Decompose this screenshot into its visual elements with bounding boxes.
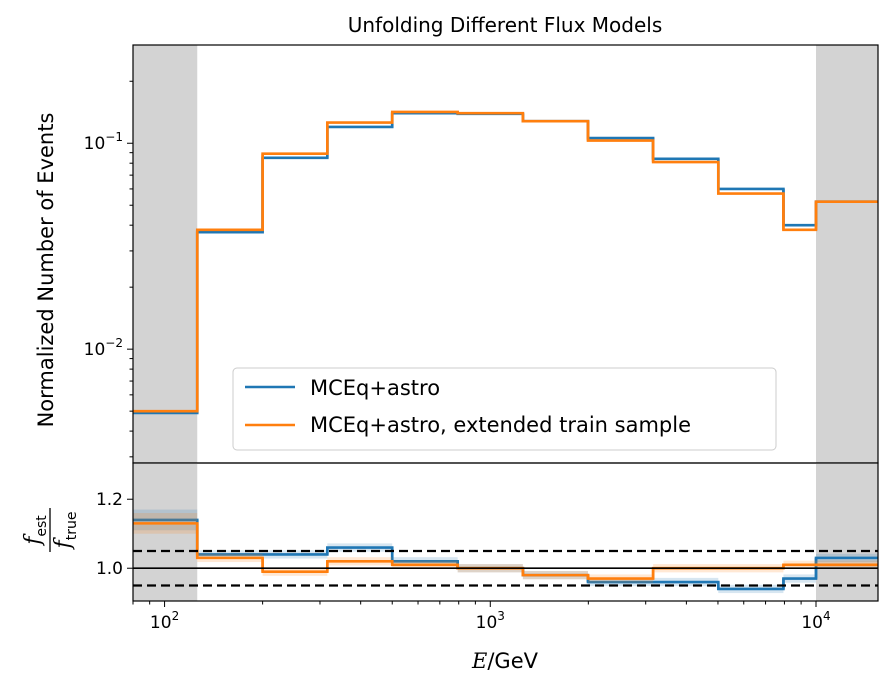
x-axis-label-rest: /GeV xyxy=(487,649,538,673)
x-tick-label-exp: 4 xyxy=(823,609,831,623)
main-panel: 10−110−2 Normalized Number of Events xyxy=(34,44,879,464)
series-step-connectors xyxy=(195,111,818,412)
ratio-y-label-num-sub: est xyxy=(34,515,50,537)
x-tick-label-exp: 3 xyxy=(497,609,505,623)
x-tick-label: 102 xyxy=(150,609,179,633)
ratio-y-tick-label: 1.2 xyxy=(96,490,123,510)
ratio-y-label-numerator: fest xyxy=(21,515,50,547)
ratio-panel: 1.01.2 102 103 104 fest ftrue E/GeV xyxy=(21,462,879,673)
ratio-y-axis-label: fest ftrue xyxy=(21,508,80,552)
y-tick-label: 10−1 xyxy=(84,130,123,154)
shaded-region xyxy=(816,45,878,463)
ratio-y-ticks: 1.0 1.2 xyxy=(96,490,133,579)
x-axis-label-italic: E xyxy=(471,649,487,673)
y-tick-label: 10−2 xyxy=(84,336,123,360)
legend-label-mceq-astro-extended: MCEq+astro, extended train sample xyxy=(310,413,691,437)
chart-title: Unfolding Different Flux Models xyxy=(348,13,663,37)
x-tick-label: 103 xyxy=(476,609,505,633)
ratio-reference-lines xyxy=(133,549,878,587)
main-y-axis-label: Normalized Number of Events xyxy=(34,113,58,428)
main-shaded-regions xyxy=(133,45,878,463)
x-axis-label: E/GeV xyxy=(471,649,539,673)
x-tick-label-base: 10 xyxy=(150,613,172,633)
main-series-group xyxy=(133,110,878,415)
ratio-axes-frame xyxy=(132,462,879,602)
legend-box xyxy=(232,367,777,451)
shaded-region xyxy=(133,463,198,601)
ratio-y-label-denominator: ftrue xyxy=(51,512,80,551)
x-tick-label-base: 10 xyxy=(801,613,823,633)
y-tick-label-exp: −1 xyxy=(105,130,123,144)
ratio-x-ticks: 102 103 104 xyxy=(132,601,831,633)
ratio-shaded-regions xyxy=(133,463,878,601)
ratio-y-tick-label: 1.0 xyxy=(96,559,123,579)
main-y-ticks: 10−110−2 xyxy=(84,80,133,458)
y-tick-label-base: 10 xyxy=(84,134,106,154)
y-tick-label-base: 10 xyxy=(84,340,106,360)
ratio-y-label-den-sub: true xyxy=(64,512,80,541)
shaded-region xyxy=(816,463,878,601)
legend-label-mceq-astro: MCEq+astro xyxy=(310,376,440,400)
series-line-mceq-astro-extended xyxy=(133,110,878,413)
y-tick-label-exp: −2 xyxy=(105,336,123,350)
legend: MCEq+astro MCEq+astro, extended train sa… xyxy=(232,367,777,451)
shaded-region xyxy=(133,45,198,463)
x-tick-label-exp: 2 xyxy=(172,609,180,623)
x-tick-label-base: 10 xyxy=(476,613,498,633)
x-tick-label: 104 xyxy=(801,609,830,633)
